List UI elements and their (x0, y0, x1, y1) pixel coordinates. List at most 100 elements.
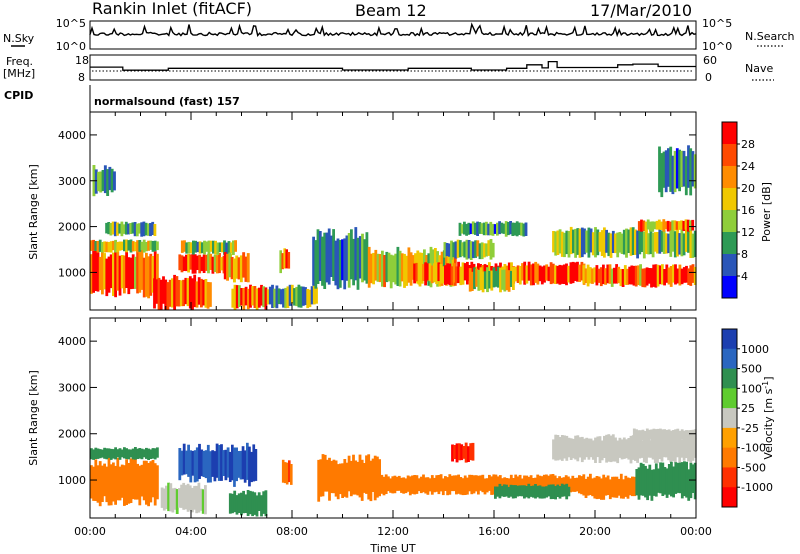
data-cell (226, 253, 229, 281)
data-cell (188, 485, 192, 511)
data-cell (180, 450, 184, 476)
data-cell (477, 475, 480, 495)
data-cell (142, 221, 146, 237)
y-tick-label: 2000 (58, 221, 86, 234)
data-cell (494, 271, 498, 287)
data-cell (665, 233, 668, 254)
colorbar-segment (722, 210, 737, 233)
data-cell (193, 254, 197, 274)
data-cell (116, 251, 120, 291)
data-cell (470, 474, 474, 495)
data-cell (522, 223, 526, 237)
data-cell (198, 443, 201, 479)
data-cell (446, 263, 449, 285)
data-cell (334, 460, 338, 497)
data-cell (693, 154, 697, 189)
data-cell (691, 233, 695, 258)
data-cell (345, 235, 349, 281)
data-cell (138, 465, 142, 506)
data-cell (481, 271, 485, 293)
data-cell (673, 150, 677, 193)
y-tick-label: 4000 (58, 335, 86, 348)
data-cell (444, 476, 447, 491)
data-cell (538, 265, 542, 282)
data-cell (173, 487, 177, 510)
data-cell (516, 485, 520, 497)
data-cell (191, 278, 194, 310)
data-cell (145, 242, 148, 252)
time-axis-label: Time UT (369, 542, 415, 554)
data-cell (655, 220, 659, 230)
data-cell (457, 443, 461, 461)
data-cell (611, 230, 615, 253)
data-cell (643, 431, 647, 439)
data-cell (195, 485, 199, 514)
data-cell (171, 278, 174, 308)
data-cell (656, 435, 659, 464)
data-cell (512, 266, 515, 290)
data-cell (547, 266, 551, 282)
data-cell (206, 444, 210, 483)
data-cell (182, 443, 186, 475)
data-cell (500, 485, 504, 497)
data-cell (204, 254, 208, 271)
data-cell (195, 447, 199, 482)
noise-right-tick-top: 10^5 (702, 17, 732, 30)
data-cell (503, 269, 507, 292)
x-tick-label: 20:00 (579, 525, 611, 538)
data-cell (160, 487, 164, 508)
data-cell (279, 250, 282, 274)
data-cell (147, 256, 150, 299)
data-cell (356, 461, 360, 496)
data-cell (297, 284, 301, 308)
data-cell (616, 440, 620, 464)
data-cell (439, 474, 443, 492)
data-cell (682, 150, 686, 187)
data-cell (479, 475, 482, 491)
data-cell (403, 253, 406, 288)
data-cell (606, 475, 610, 495)
data-cell (235, 285, 239, 309)
data-cell (200, 278, 203, 308)
data-cell (153, 278, 156, 309)
data-cell (653, 232, 657, 252)
data-cell (551, 263, 555, 284)
data-cell (441, 478, 445, 496)
date-label: 17/Mar/2010 (590, 1, 692, 20)
data-cell (648, 429, 651, 439)
data-cell (678, 439, 682, 463)
data-cell (391, 476, 395, 494)
freq-right-tick-top: 60 (703, 54, 717, 67)
data-cell (260, 284, 263, 306)
data-cell (389, 254, 393, 289)
data-cell (632, 265, 636, 286)
data-cell (145, 447, 148, 459)
power-ylabel: Slant Range [km] (27, 164, 40, 260)
data-cell (461, 242, 464, 257)
data-cell (641, 268, 645, 288)
data-cell (545, 474, 548, 494)
data-cell (149, 461, 153, 503)
data-cell (330, 460, 334, 494)
data-cell (140, 464, 144, 497)
data-cell (469, 223, 473, 234)
colorbar-frame (721, 328, 738, 508)
data-cell (588, 267, 592, 284)
data-cell (523, 485, 526, 499)
data-cell (127, 223, 130, 235)
data-cell (306, 289, 310, 309)
data-cell (220, 242, 224, 253)
data-cell (178, 448, 182, 481)
data-cell (166, 282, 170, 310)
x-tick-label: 12:00 (377, 525, 409, 538)
data-cell (336, 464, 340, 500)
data-cell (279, 289, 283, 305)
data-cell (233, 490, 237, 513)
data-cell (101, 170, 105, 192)
data-cell (571, 261, 575, 284)
data-cell (191, 487, 194, 513)
data-cell (187, 253, 190, 273)
data-cell (693, 230, 697, 257)
data-cell (585, 230, 589, 253)
data-cell (621, 269, 625, 287)
